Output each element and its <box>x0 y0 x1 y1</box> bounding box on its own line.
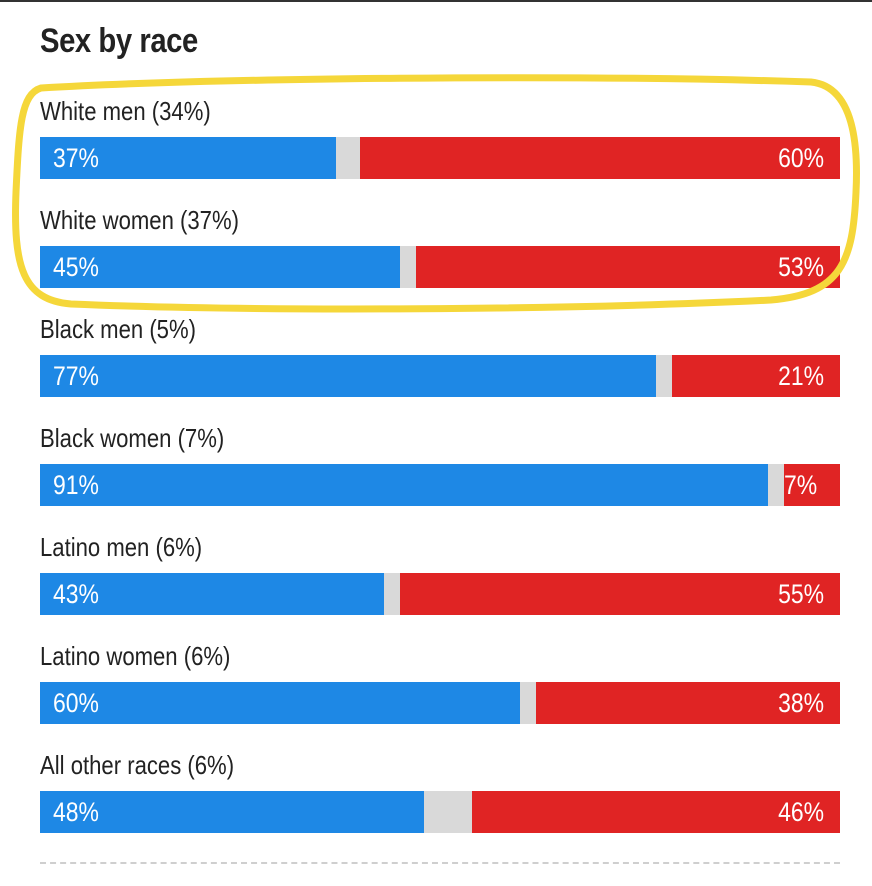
chart-title: Sex by race <box>40 22 198 60</box>
bar-value-label-blue: 77% <box>53 361 99 391</box>
bar-value-label-red: 38% <box>778 688 824 718</box>
bar-row: Latino women (6%) 60% 38% <box>40 641 840 733</box>
stacked-bar: 60% 38% <box>40 682 840 724</box>
row-label: Black women (7%) <box>40 423 225 453</box>
bar-value-label-blue: 60% <box>53 688 99 718</box>
bottom-dashed-rule <box>40 862 840 864</box>
stacked-bar: 77% 21% <box>40 355 840 397</box>
row-label: White women (37%) <box>40 205 239 235</box>
row-label: Latino men (6%) <box>40 532 203 562</box>
bar-segment-blue: 45% <box>40 246 400 288</box>
bar-segment-red: 21% <box>672 355 840 397</box>
row-label: All other races (6%) <box>40 750 235 780</box>
bar-value-label-red: 46% <box>778 797 824 827</box>
stacked-bar: 48% 46% <box>40 791 840 833</box>
bar-value-label-red: 55% <box>778 579 824 609</box>
bar-segment-blue: 60% <box>40 682 520 724</box>
bar-value-label-blue: 91% <box>53 470 99 500</box>
stacked-bar: 91% 7% <box>40 464 840 506</box>
stacked-bar: 43% 55% <box>40 573 840 615</box>
bar-segment-blue: 77% <box>40 355 656 397</box>
row-label: Black men (5%) <box>40 314 196 344</box>
bar-value-label-blue: 43% <box>53 579 99 609</box>
bar-row: White men (34%) 37% 60% <box>40 96 840 188</box>
bar-row: Black women (7%) 91% 7% <box>40 423 840 515</box>
bar-segment-blue: 91% <box>40 464 768 506</box>
bar-row: Black men (5%) 77% 21% <box>40 314 840 406</box>
row-label: Latino women (6%) <box>40 641 231 671</box>
bar-segment-red: 7% <box>784 464 840 506</box>
stacked-bar: 37% 60% <box>40 137 840 179</box>
bar-segment-red: 46% <box>472 791 840 833</box>
row-label: White men (34%) <box>40 96 211 126</box>
bar-segment-red: 53% <box>416 246 840 288</box>
bar-row: All other races (6%) 48% 46% <box>40 750 840 842</box>
bar-value-label-blue: 45% <box>53 252 99 282</box>
bar-row: Latino men (6%) 43% 55% <box>40 532 840 624</box>
bar-segment-blue: 43% <box>40 573 384 615</box>
bar-value-label-blue: 37% <box>53 143 99 173</box>
bar-segment-red: 55% <box>400 573 840 615</box>
bar-segment-red: 38% <box>536 682 840 724</box>
bar-value-label-red: 7% <box>784 470 818 500</box>
stacked-bar: 45% 53% <box>40 246 840 288</box>
bar-value-label-blue: 48% <box>53 797 99 827</box>
bar-value-label-red: 21% <box>778 361 824 391</box>
bar-segment-red: 60% <box>360 137 840 179</box>
bar-row: White women (37%) 45% 53% <box>40 205 840 297</box>
top-rule <box>0 0 872 2</box>
bar-value-label-red: 60% <box>778 143 824 173</box>
bar-segment-blue: 48% <box>40 791 424 833</box>
bar-value-label-red: 53% <box>778 252 824 282</box>
bar-segment-blue: 37% <box>40 137 336 179</box>
